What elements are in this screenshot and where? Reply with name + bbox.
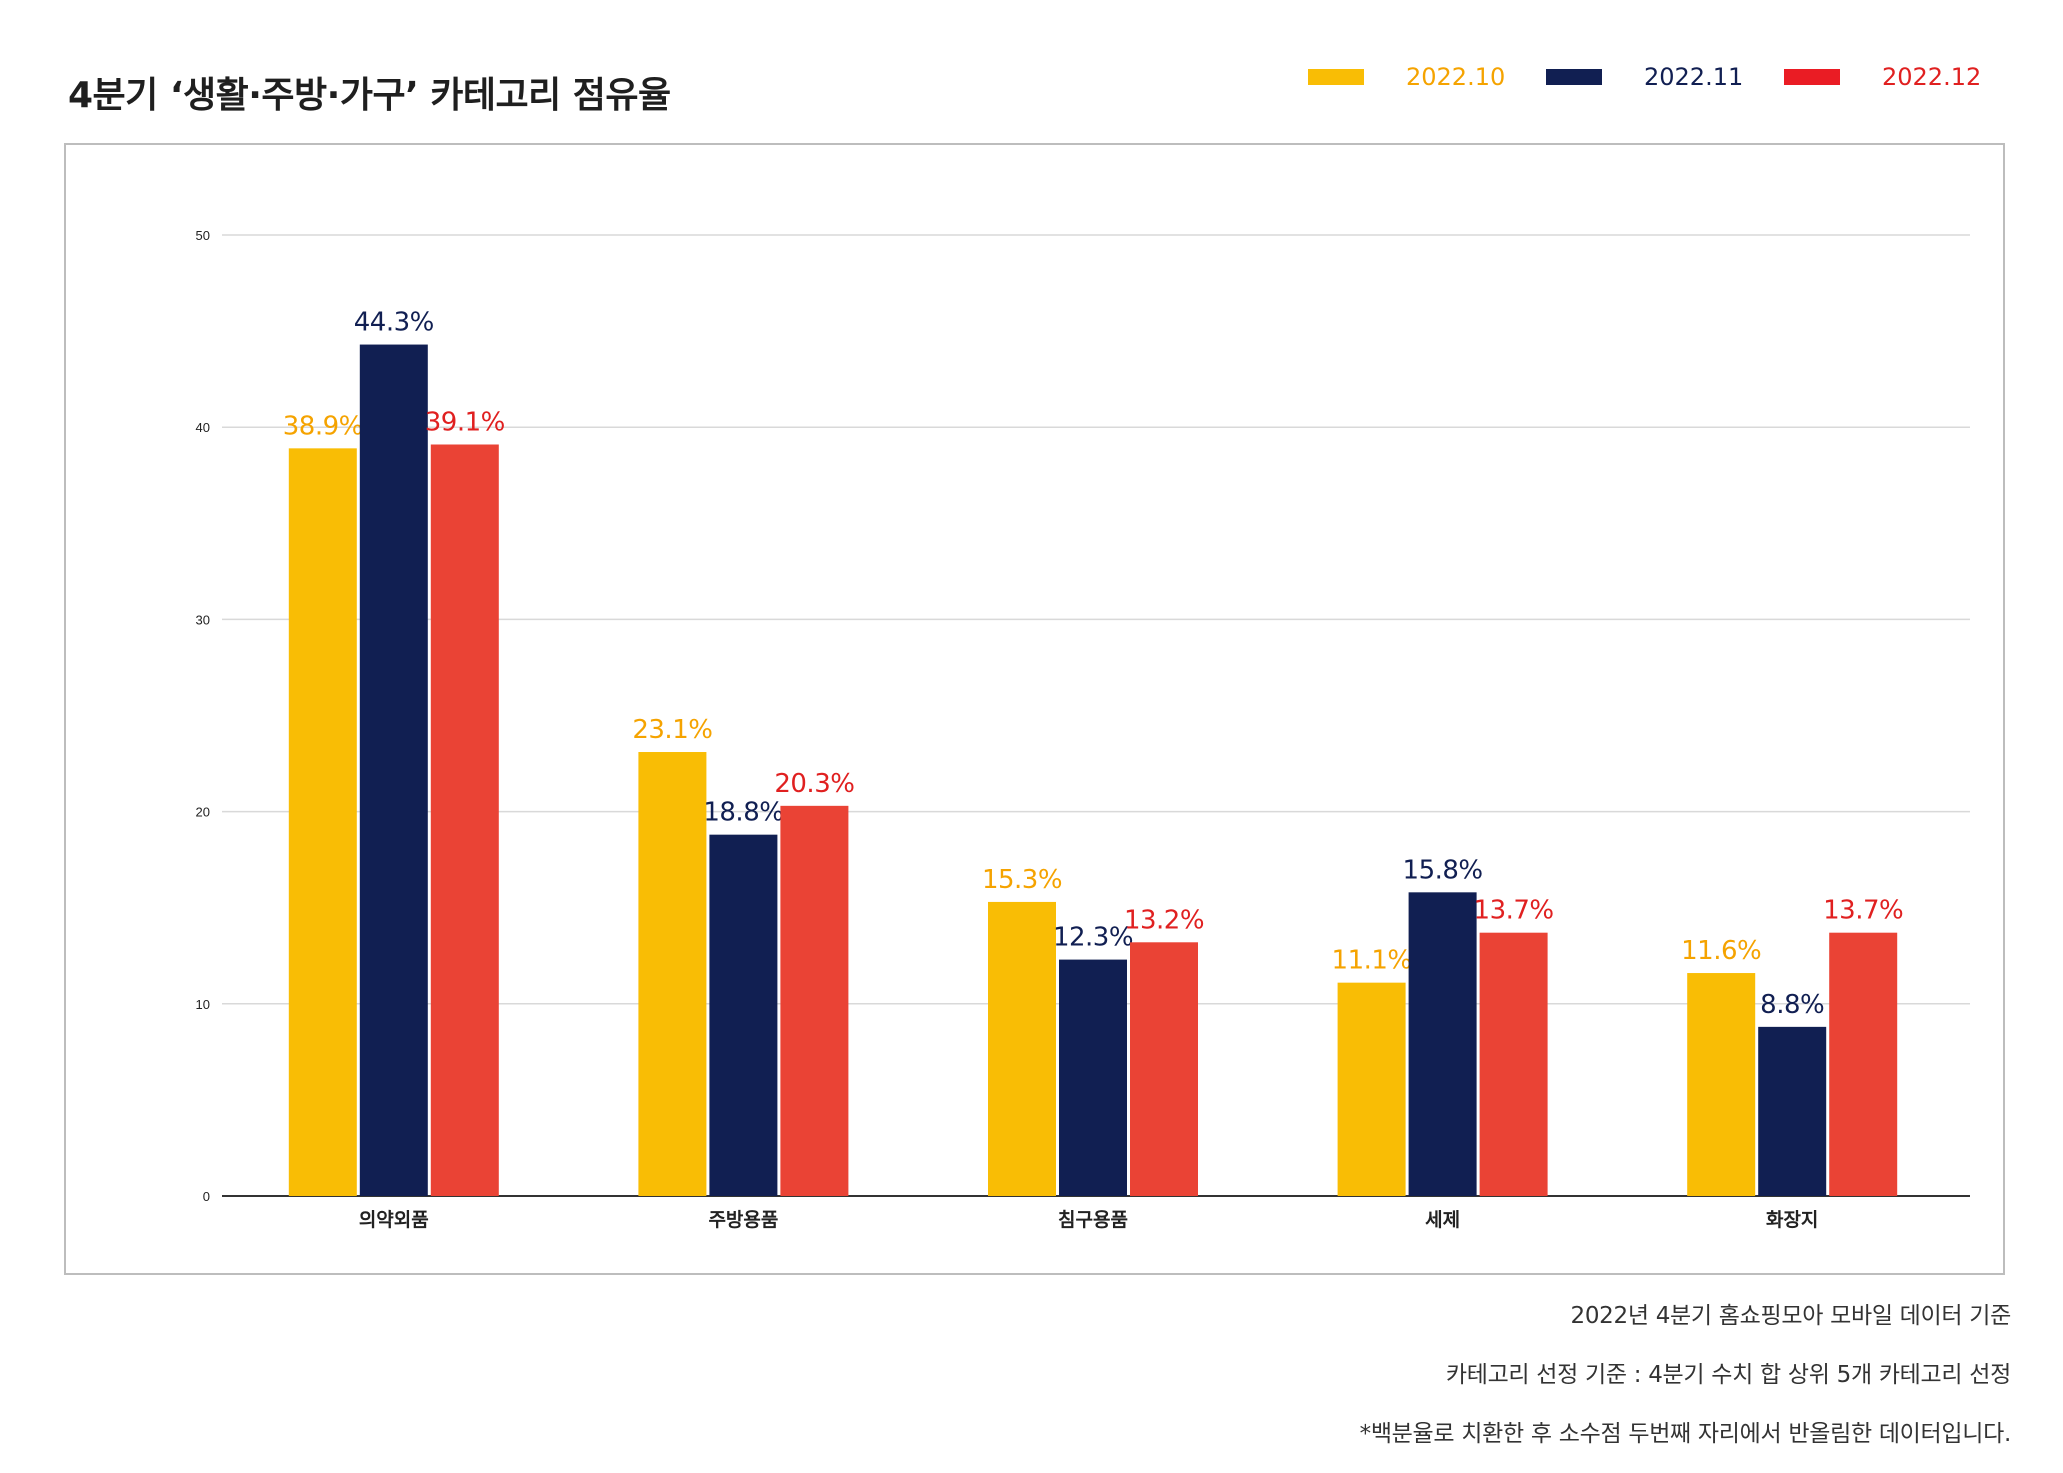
x-category-label: 의약외품 [359, 1209, 429, 1231]
data-label: 38.9% [283, 411, 363, 441]
legend-label: 2022.10 [1406, 63, 1506, 91]
y-tick-label: 0 [203, 1189, 210, 1204]
bar [709, 834, 778, 1196]
data-label: 18.8% [703, 798, 783, 828]
x-category-label: 침구용품 [1058, 1209, 1128, 1231]
data-label: 44.3% [354, 308, 434, 338]
bar [1059, 959, 1127, 1196]
bar [780, 805, 849, 1196]
y-tick-label: 50 [196, 228, 210, 243]
bar [359, 344, 428, 1197]
bar [1479, 932, 1548, 1196]
bar [430, 444, 499, 1196]
y-tick-label: 30 [196, 612, 210, 627]
bar [1408, 892, 1477, 1196]
legend-item-2022-11: 2022.11 [1546, 62, 1743, 92]
data-label: 11.6% [1681, 936, 1761, 966]
footnote-rounding: *백분율로 치환한 후 소수점 두번째 자리에서 반올림한 데이터입니다. [1359, 1421, 2012, 1447]
legend-label: 2022.12 [1882, 63, 1982, 91]
y-tick-label: 10 [196, 997, 210, 1012]
data-label: 13.7% [1474, 896, 1554, 926]
data-label: 11.1% [1332, 946, 1412, 976]
data-label: 13.2% [1124, 905, 1204, 935]
data-label: 23.1% [632, 715, 712, 745]
data-label: 20.3% [774, 769, 854, 799]
data-label: 8.8% [1760, 990, 1824, 1020]
y-tick-label: 40 [196, 420, 210, 435]
chart-frame [64, 143, 2005, 1275]
footnote-source: 2022년 4분기 홈쇼핑모아 모바일 데이터 기준 [1570, 1303, 2012, 1329]
legend-swatch [1784, 69, 1840, 85]
chart-title: 4분기 ‘생활·주방·가구’ 카테고리 점유율 [68, 75, 671, 116]
footnotes: 2022년 4분기 홈쇼핑모아 모바일 데이터 기준 카테고리 선정 기준 : … [1359, 1296, 2012, 1473]
x-category-label: 세제 [1425, 1209, 1460, 1231]
bar [638, 752, 707, 1196]
bar [1337, 982, 1406, 1196]
footnote-criteria: 카테고리 선정 기준 : 4분기 수치 합 상위 5개 카테고리 선정 [1445, 1362, 2011, 1388]
bar [1687, 973, 1756, 1196]
x-category-label: 화장지 [1766, 1209, 1818, 1231]
data-label: 15.8% [1403, 855, 1483, 885]
legend-label: 2022.11 [1644, 63, 1744, 91]
bar [1829, 932, 1898, 1196]
legend-item-2022-10: 2022.10 [1308, 62, 1505, 92]
data-label: 12.3% [1053, 923, 1133, 953]
legend-swatch [1308, 69, 1364, 85]
data-label: 13.7% [1823, 896, 1903, 926]
x-category-label: 주방용품 [708, 1209, 778, 1231]
legend-item-2022-12: 2022.12 [1784, 62, 1981, 92]
bar [1130, 942, 1198, 1196]
legend-swatch [1546, 69, 1602, 85]
bar [288, 448, 357, 1196]
bar [1758, 1026, 1827, 1196]
bar [988, 901, 1056, 1196]
data-label: 15.3% [982, 865, 1062, 895]
y-tick-label: 20 [196, 805, 210, 820]
data-label: 39.1% [425, 407, 505, 437]
